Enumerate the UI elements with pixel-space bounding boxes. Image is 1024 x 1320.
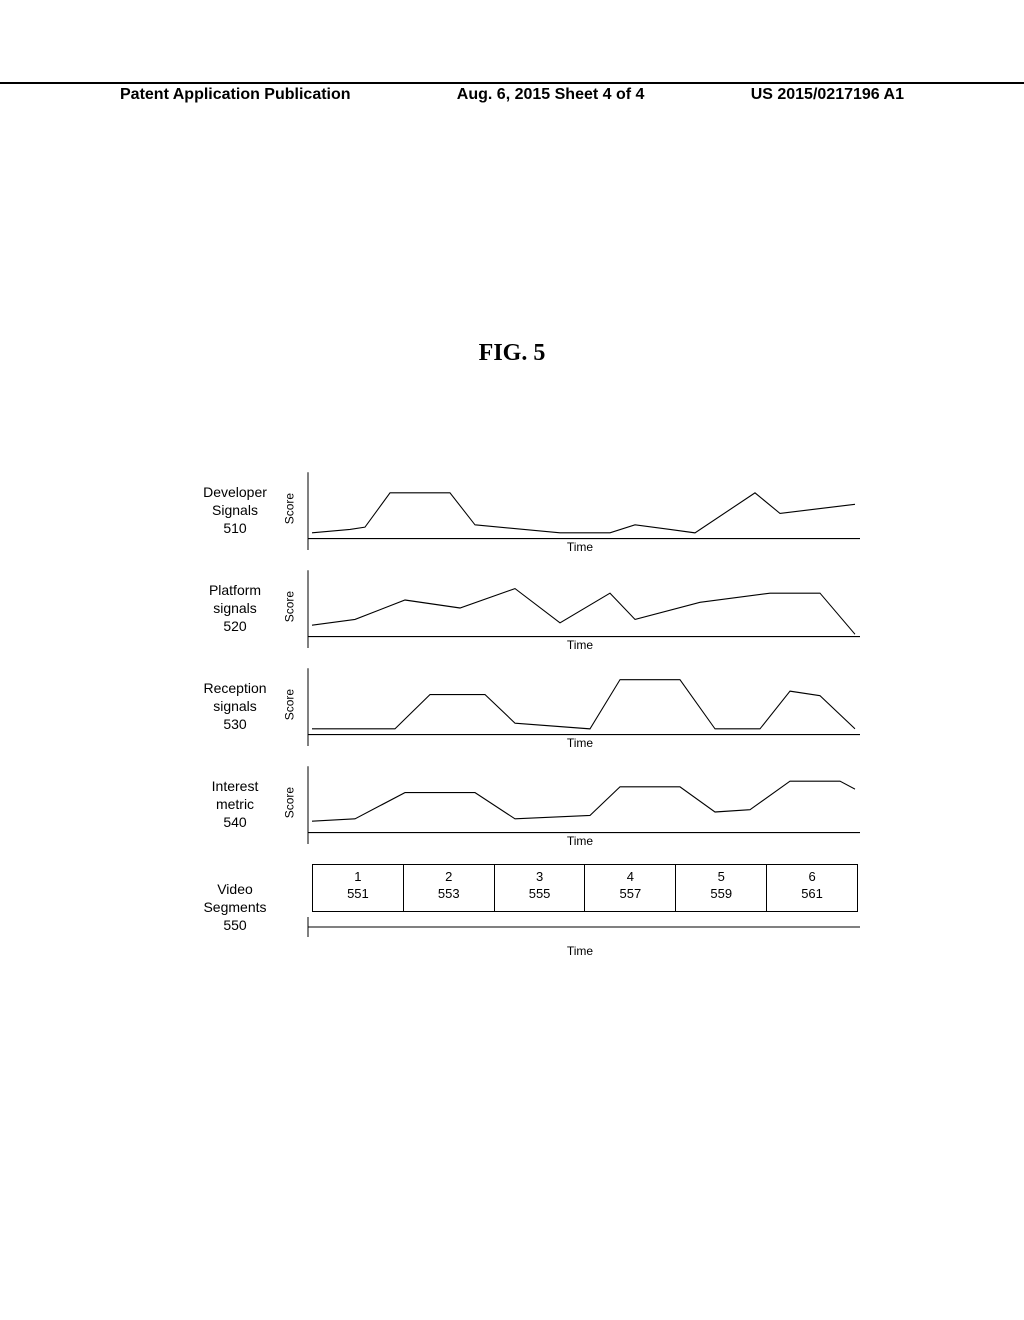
platform-signals-chart-wrap: ScoreTime: [300, 568, 860, 648]
segment-cell-1: 1551: [313, 865, 404, 911]
segments-axis: [300, 917, 860, 937]
segment-cell-2: 2553: [404, 865, 495, 911]
segment-cell-6: 6561: [767, 865, 857, 911]
page-header: Patent Application Publication Aug. 6, 2…: [0, 86, 1024, 104]
video-segments-row: Video Segments 550 155125533555455755596…: [180, 862, 880, 952]
x-axis-label: Time: [567, 540, 593, 554]
y-axis-label: Score: [283, 689, 297, 720]
y-axis-label: Score: [283, 493, 297, 524]
interest-metric-chart-wrap: ScoreTime: [300, 764, 860, 844]
segments-x-label: Time: [567, 944, 593, 958]
interest-metric-chart-svg: [300, 764, 860, 844]
figure-title: FIG. 5: [0, 340, 1024, 367]
developer-signals-chart-label: DeveloperSignals510: [180, 483, 290, 538]
y-axis-label: Score: [283, 787, 297, 818]
figure-area: DeveloperSignals510ScoreTimePlatformsign…: [180, 470, 880, 970]
interest-metric-chart: Interestmetric540ScoreTime: [180, 764, 880, 844]
x-axis-label: Time: [567, 638, 593, 652]
platform-signals-chart-svg: [300, 568, 860, 648]
header-center: Aug. 6, 2015 Sheet 4 of 4: [457, 86, 645, 104]
segment-cell-3: 3555: [495, 865, 586, 911]
platform-signals-chart: Platformsignals520ScoreTime: [180, 568, 880, 648]
segment-cell-5: 5559: [676, 865, 767, 911]
reception-signals-chart-wrap: ScoreTime: [300, 666, 860, 746]
x-axis-label: Time: [567, 736, 593, 750]
y-axis-label: Score: [283, 591, 297, 622]
developer-signals-chart: DeveloperSignals510ScoreTime: [180, 470, 880, 550]
segments-box: 155125533555455755596561: [312, 864, 858, 912]
interest-metric-chart-label: Interestmetric540: [180, 777, 290, 832]
segments-label: Video Segments 550: [180, 880, 290, 935]
header-right: US 2015/0217196 A1: [751, 86, 904, 104]
header-rule: [0, 82, 1024, 84]
reception-signals-chart-label: Receptionsignals530: [180, 679, 290, 734]
x-axis-label: Time: [567, 834, 593, 848]
header-left: Patent Application Publication: [120, 86, 351, 104]
developer-signals-chart-wrap: ScoreTime: [300, 470, 860, 550]
reception-signals-chart-svg: [300, 666, 860, 746]
segments-chart-wrap: 155125533555455755596561 Time: [300, 862, 860, 952]
segment-cell-4: 4557: [585, 865, 676, 911]
reception-signals-chart: Receptionsignals530ScoreTime: [180, 666, 880, 746]
platform-signals-chart-label: Platformsignals520: [180, 581, 290, 636]
developer-signals-chart-svg: [300, 470, 860, 550]
